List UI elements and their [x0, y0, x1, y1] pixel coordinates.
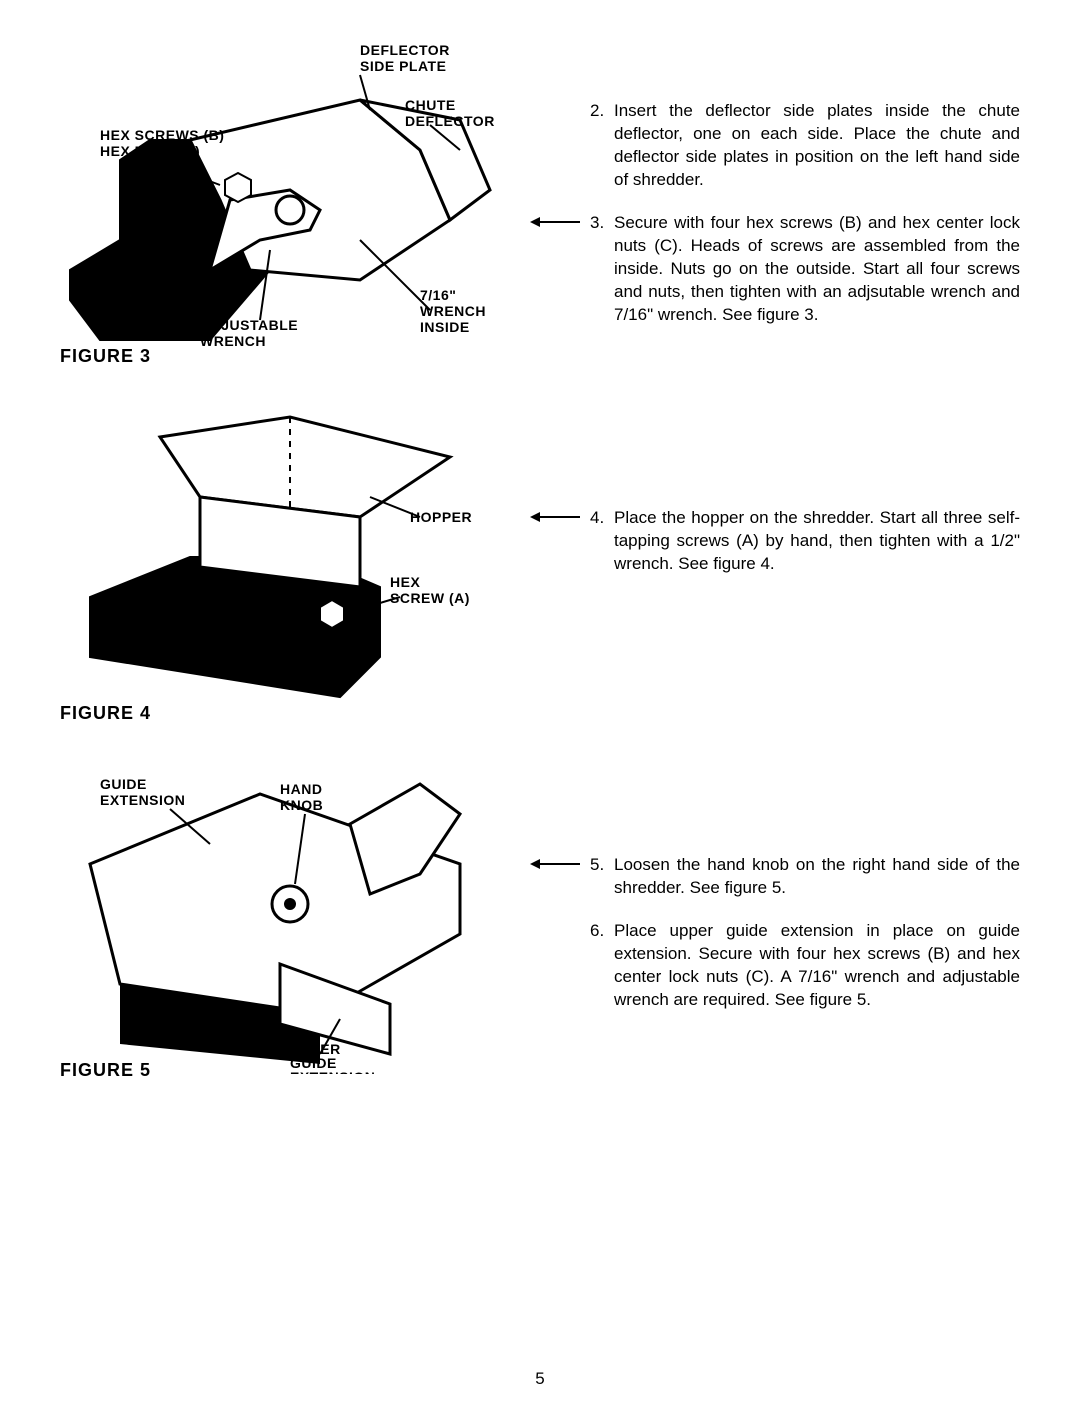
- row-figure-4: HOPPER HEXSCREW (A) FIGURE 4 4. Place th…: [60, 397, 1020, 724]
- step-4-body: Place the hopper on the shredder. Start …: [614, 507, 1020, 576]
- callout-wrench-inside-l3: INSIDE: [420, 319, 470, 335]
- callout-deflector-side-plate-l2: SIDE PLATE: [360, 58, 446, 74]
- page-number: 5: [0, 1369, 1080, 1389]
- callout-chute-deflector-l2: DEFLECTOR: [405, 113, 495, 129]
- step-6: 6. Place upper guide extension in place …: [530, 920, 1020, 1012]
- callout-guide-extension-l2: EXTENSION: [100, 792, 185, 808]
- manual-page: DEFLECTORSIDE PLATE CHUTEDEFLECTOR HEX S…: [0, 0, 1080, 1409]
- step-2: 2. Insert the deflector side plates insi…: [530, 100, 1020, 192]
- step-5-number: 5.: [590, 854, 614, 877]
- figure-4-text: 4. Place the hopper on the shredder. Sta…: [500, 397, 1020, 596]
- arrow-icon: [530, 507, 590, 527]
- callout-hand-knob-l1: HAND: [280, 781, 322, 797]
- callout-hex-screws-b: HEX SCREWS (B): [100, 127, 224, 143]
- figure-3-column: DEFLECTORSIDE PLATE CHUTEDEFLECTOR HEX S…: [60, 40, 500, 367]
- row-figure-3: DEFLECTORSIDE PLATE CHUTEDEFLECTOR HEX S…: [60, 40, 1020, 367]
- figure-3-illustration: DEFLECTORSIDE PLATE CHUTE DEFLECTOR HEX S…: [60, 40, 480, 340]
- figure-5-illustration: GUIDEEXTENSION HANDKNOB UPPERGUIDEEXTENS…: [60, 754, 480, 1054]
- callout-hopper: HOPPER: [410, 509, 472, 525]
- step-5: 5. Loosen the hand knob on the right han…: [530, 854, 1020, 900]
- callout-deflector-side-plate-l1: DEFLECTOR: [360, 42, 450, 58]
- step-6-number: 6.: [590, 920, 614, 943]
- svg-text:ADJUSTABLEWRENCH: ADJUSTABLEWRENCH: [200, 317, 298, 349]
- row-figure-5: GUIDEEXTENSION HANDKNOB UPPERGUIDEEXTENS…: [60, 754, 1020, 1081]
- callout-wrench-inside-l2: WRENCH: [420, 303, 486, 319]
- step-6-body: Place upper guide extension in place on …: [614, 920, 1020, 1012]
- svg-text:HEXSCREW (A): HEXSCREW (A): [390, 574, 470, 606]
- step-4-number: 4.: [590, 507, 614, 530]
- svg-text:7/16"WRENCHINSIDE: 7/16"WRENCHINSIDE: [420, 287, 486, 335]
- svg-text:HANDKNOB: HANDKNOB: [280, 781, 323, 813]
- callout-upper-guide-ext-l3: EXTENSION: [290, 1069, 375, 1074]
- step-2-body: Insert the deflector side plates inside …: [614, 100, 1020, 192]
- step-2-number: 2.: [590, 100, 614, 123]
- figure-5-text: 5. Loosen the hand knob on the right han…: [500, 754, 1020, 1032]
- callout-hex-screw-a-l1: HEX: [390, 574, 420, 590]
- callout-hex-screw-a-l2: SCREW (A): [390, 590, 470, 606]
- figure-4-illustration: HOPPER HEXSCREW (A): [60, 397, 480, 697]
- svg-text:CHUTEDEFLECTOR: CHUTEDEFLECTOR: [405, 97, 495, 129]
- step-3-number: 3.: [590, 212, 614, 235]
- callout-wrench-inside-l1: 7/16": [420, 287, 456, 303]
- arrow-icon: [530, 212, 590, 232]
- svg-text:GUIDEEXTENSION: GUIDEEXTENSION: [100, 776, 185, 808]
- callout-chute-deflector-l1: CHUTE: [405, 97, 456, 113]
- step-5-body: Loosen the hand knob on the right hand s…: [614, 854, 1020, 900]
- callout-adjustable-wrench-l1: ADJUSTABLE: [200, 317, 298, 333]
- svg-text:DEFLECTORSIDE PLATE: DEFLECTORSIDE PLATE: [360, 42, 450, 74]
- arrow-icon: [530, 854, 590, 874]
- callout-hand-knob-l2: KNOB: [280, 797, 323, 813]
- step-3: 3. Secure with four hex screws (B) and h…: [530, 212, 1020, 327]
- callout-hex-nuts-c: HEX NUTS (C): [100, 143, 200, 159]
- step-3-body: Secure with four hex screws (B) and hex …: [614, 212, 1020, 327]
- callout-guide-extension-l1: GUIDE: [100, 776, 147, 792]
- figure-4-column: HOPPER HEXSCREW (A) FIGURE 4: [60, 397, 500, 724]
- figure-5-column: GUIDEEXTENSION HANDKNOB UPPERGUIDEEXTENS…: [60, 754, 500, 1081]
- step-4: 4. Place the hopper on the shredder. Sta…: [530, 507, 1020, 576]
- callout-adjustable-wrench-l2: WRENCH: [200, 333, 266, 349]
- figure-3-text: 2. Insert the deflector side plates insi…: [500, 40, 1020, 346]
